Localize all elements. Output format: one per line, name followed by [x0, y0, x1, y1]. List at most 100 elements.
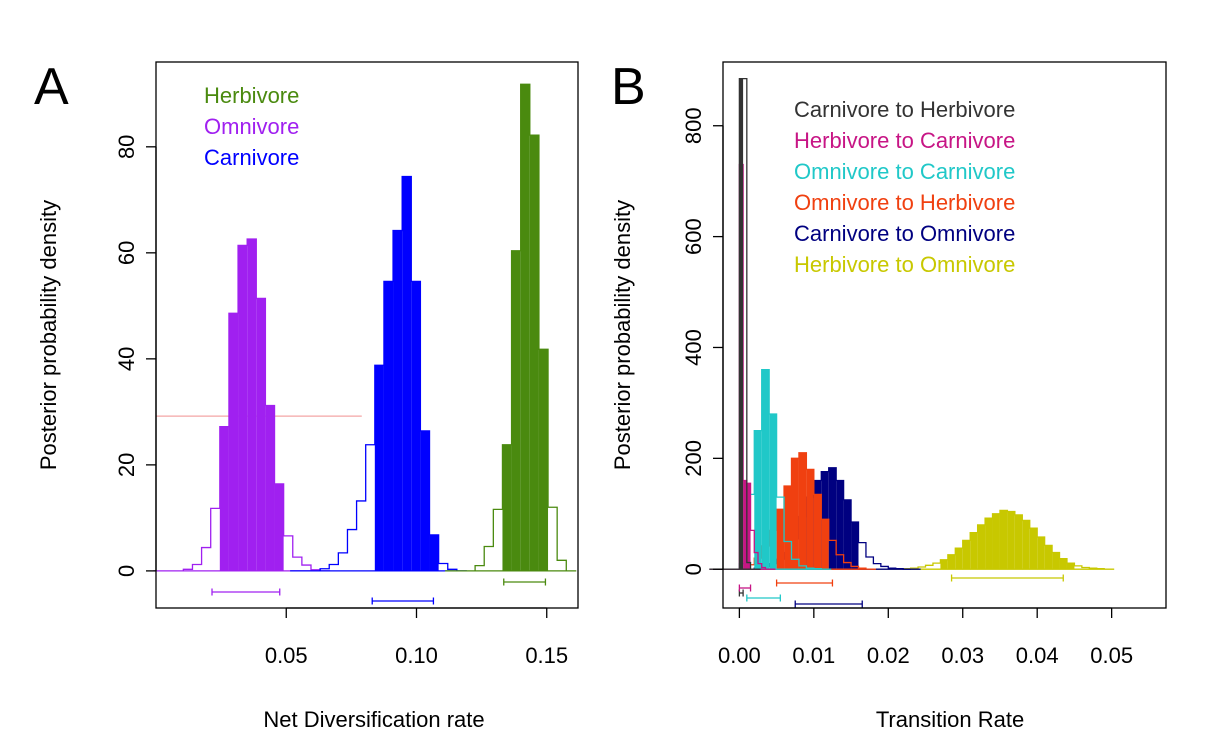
legend-entry: Omnivore to Herbivore: [794, 190, 1015, 215]
histogram-bar: [1059, 558, 1067, 570]
histogram-bar: [806, 469, 814, 570]
histogram-bar: [1007, 511, 1015, 570]
histogram-bar: [743, 480, 747, 570]
legend-entry: Carnivore to Omnivore: [794, 221, 1015, 246]
panel-b-plot-area: [709, 77, 1115, 608]
histogram-bar: [420, 430, 430, 571]
series-carnivore-to-herbivore: [709, 77, 761, 570]
x-tick-label: 0.15: [525, 643, 568, 668]
histogram-bar: [985, 518, 993, 570]
panel-b-x-axis-label: Transition Rate: [876, 707, 1024, 732]
histogram-bar: [529, 135, 539, 571]
hpd-interval: [746, 594, 781, 602]
series-herbivore: [445, 83, 577, 572]
legend-entry: Herbivore to Omnivore: [794, 252, 1015, 277]
histogram-bar: [1066, 563, 1075, 570]
histogram-bar: [538, 349, 549, 571]
panel-a-legend: Herbivore Omnivore Carnivore: [204, 83, 299, 170]
series-carnivore: [290, 175, 467, 572]
x-tick-label: 0.03: [941, 643, 984, 668]
histogram-bar: [429, 534, 439, 571]
panel-a-plot-area: [153, 83, 577, 605]
series-herbivore-to-omnivore: [873, 509, 1115, 570]
histogram-bar: [791, 458, 799, 570]
histogram-bar: [761, 369, 770, 570]
x-tick-label: 0.05: [1090, 643, 1133, 668]
histogram-bar: [238, 245, 248, 571]
hpd-interval: [371, 597, 435, 605]
histogram-bar: [228, 313, 239, 571]
hpd-interval: [775, 579, 834, 587]
histogram-bar: [511, 250, 521, 571]
histogram-bar: [754, 430, 762, 570]
histogram-outline: [182, 238, 321, 571]
histogram-bar: [813, 494, 822, 570]
y-tick-label: 0: [114, 565, 139, 577]
panel-a-x-axis: 0.05 0.10 0.15: [265, 607, 568, 668]
histogram-bar: [1037, 537, 1045, 570]
histogram-bar: [784, 486, 792, 570]
histogram-outline: [738, 163, 767, 570]
histogram-bar: [520, 84, 530, 571]
histogram-outline: [738, 77, 752, 570]
histogram-bar: [970, 532, 978, 570]
histogram-bar: [1029, 528, 1038, 570]
histogram-bar: [247, 239, 257, 571]
histogram-bar: [828, 467, 837, 570]
y-tick-label: 400: [681, 329, 706, 366]
x-tick-label: 0.05: [265, 643, 308, 668]
histogram-bar: [769, 413, 777, 570]
y-tick-label: 80: [114, 135, 139, 159]
x-tick-label: 0.02: [867, 643, 910, 668]
panel-b-y-axis: 0 200 400 600 800: [681, 107, 724, 575]
histogram-outline: [474, 83, 567, 571]
hpd-interval: [211, 588, 281, 596]
y-tick-label: 20: [114, 453, 139, 477]
legend-entry: Omnivore: [204, 114, 299, 139]
panel-a-y-axis: 0 20 40 60 80: [114, 135, 157, 577]
panel-b-y-axis-label: Posterior probability density: [610, 200, 635, 470]
histogram-bar: [393, 230, 403, 571]
panel-a-y-axis-label: Posterior probability density: [36, 200, 61, 470]
hpd-interval: [950, 574, 1064, 582]
histogram-bar: [992, 513, 1000, 570]
panel-a-label: A: [34, 58, 69, 116]
hpd-interval: [794, 600, 863, 608]
histogram-bar: [1014, 514, 1023, 570]
hpd-interval: [738, 584, 752, 592]
legend-entry: Omnivore to Carnivore: [794, 159, 1015, 184]
histogram-bar: [940, 559, 948, 570]
histogram-bar: [962, 540, 971, 570]
histogram-bar: [1052, 552, 1060, 570]
histogram-bar: [836, 480, 844, 570]
y-tick-label: 60: [114, 241, 139, 265]
histogram-bar: [502, 444, 512, 571]
panel-b-label: B: [611, 58, 646, 116]
x-tick-label: 0.10: [395, 643, 438, 668]
x-tick-label: 0.01: [792, 643, 835, 668]
panel-a-x-axis-label: Net Diversification rate: [263, 707, 484, 732]
histogram-bar: [739, 78, 744, 570]
histogram-bar: [977, 524, 986, 570]
histogram-bar: [383, 281, 394, 571]
histogram-bar: [219, 426, 229, 571]
histogram-bar: [746, 483, 751, 570]
x-tick-label: 0.00: [718, 643, 761, 668]
histogram-bar: [265, 405, 275, 571]
histogram-bar: [1022, 520, 1030, 570]
histogram-bar: [947, 554, 956, 570]
legend-entry: Carnivore: [204, 145, 299, 170]
y-tick-label: 200: [681, 440, 706, 477]
histogram-bar: [843, 499, 852, 570]
legend-entry: Herbivore: [204, 83, 299, 108]
y-tick-label: 600: [681, 218, 706, 255]
panel-b: B 0.00 0.01 0.02 0.03 0.04 0.05 0 200 400 600 800…: [610, 58, 1167, 732]
y-tick-label: 0: [681, 563, 706, 575]
y-tick-label: 800: [681, 107, 706, 144]
histogram-outline: [738, 368, 822, 570]
histogram-bar: [776, 509, 785, 570]
histogram-outline: [319, 175, 458, 571]
histogram-bar: [411, 281, 421, 571]
histogram-bar: [274, 483, 284, 571]
